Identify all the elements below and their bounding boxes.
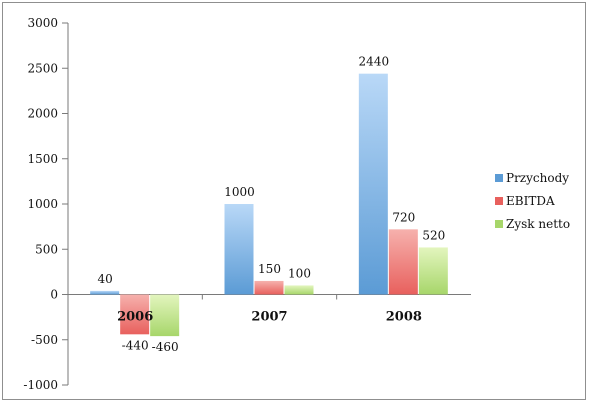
y-tick-label: 500 bbox=[35, 242, 58, 256]
y-tick-label: 1000 bbox=[27, 197, 58, 211]
y-tick-label: 3000 bbox=[27, 16, 58, 30]
y-tick-label: 2500 bbox=[27, 61, 58, 75]
data-label: 40 bbox=[98, 272, 113, 286]
bar-przychody-2007 bbox=[224, 204, 254, 295]
chart-labels: 40 -440 -460 2006 1000 150 100 2007 2440 720 520 20… bbox=[98, 55, 446, 354]
bar-przychody-2008 bbox=[358, 73, 388, 295]
legend-swatch bbox=[495, 220, 503, 228]
y-tick-label: 1500 bbox=[27, 152, 58, 166]
data-label: 520 bbox=[422, 228, 445, 242]
legend-swatch bbox=[495, 197, 503, 205]
bar-przychody-2006 bbox=[90, 290, 120, 295]
bar-ebitda-2006 bbox=[120, 294, 150, 335]
data-label: 720 bbox=[392, 210, 415, 224]
x-tick-label: 2006 bbox=[117, 310, 153, 325]
data-label: 2440 bbox=[359, 55, 390, 69]
bar-ebitda-2007 bbox=[254, 280, 284, 295]
y-tick-label: -500 bbox=[31, 333, 58, 347]
x-tick-label: 2007 bbox=[251, 310, 287, 325]
data-label: 1000 bbox=[224, 185, 255, 199]
chart-frame bbox=[2, 2, 586, 400]
bar-zysk-netto-2007 bbox=[284, 285, 314, 295]
data-label: -460 bbox=[152, 340, 179, 354]
legend-swatch bbox=[495, 174, 503, 182]
legend-label: Przychody bbox=[506, 171, 569, 185]
y-tick-label: 0 bbox=[50, 288, 58, 302]
data-label: 100 bbox=[288, 266, 311, 280]
legend-label: Zysk netto bbox=[506, 217, 570, 231]
y-tick-label: -1000 bbox=[23, 378, 58, 392]
x-tick-label: 2008 bbox=[386, 310, 422, 325]
data-label: 150 bbox=[258, 262, 281, 276]
bar-zysk-netto-2008 bbox=[418, 247, 448, 295]
data-label: -440 bbox=[122, 338, 149, 352]
legend: Przychody EBITDA Zysk netto bbox=[495, 171, 570, 231]
legend-label: EBITDA bbox=[506, 194, 555, 208]
bar-ebitda-2008 bbox=[388, 229, 418, 295]
bar-series bbox=[90, 73, 448, 337]
bar-zysk-netto-2006 bbox=[150, 294, 180, 337]
y-tick-label: 2000 bbox=[27, 107, 58, 121]
